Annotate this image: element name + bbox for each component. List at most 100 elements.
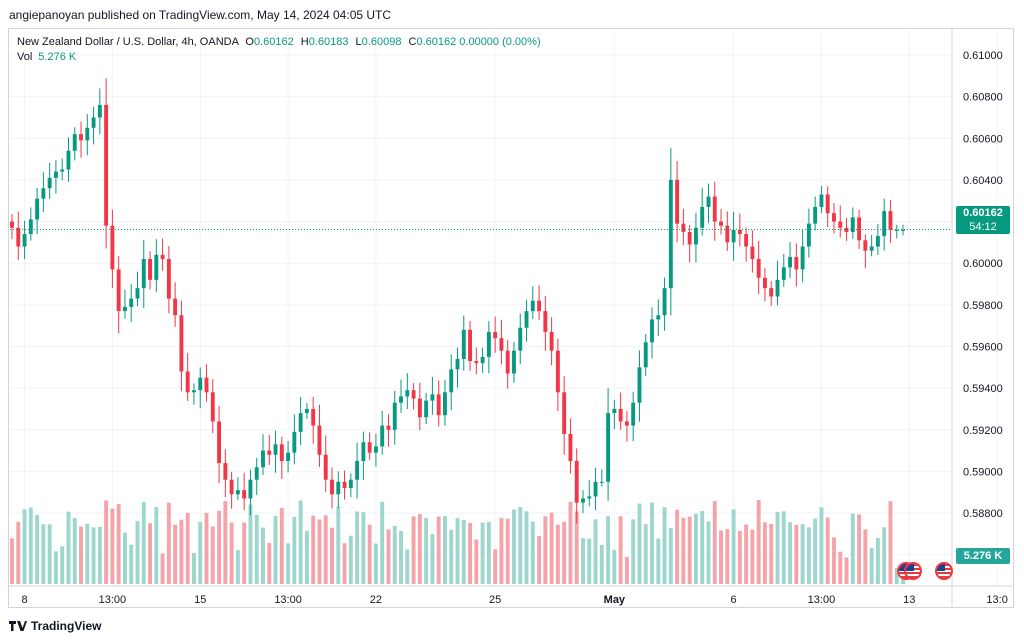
candle-body xyxy=(261,450,265,468)
volume-bar xyxy=(348,535,353,584)
volume-bar xyxy=(217,510,222,584)
volume-bar xyxy=(16,521,21,584)
volume-bar xyxy=(455,518,460,584)
volume-bar xyxy=(863,529,868,584)
volume-bar xyxy=(254,514,259,584)
candle-body xyxy=(229,479,234,495)
volume-bar xyxy=(530,521,535,584)
volume-bar xyxy=(173,524,178,584)
volume-bar xyxy=(637,503,642,584)
candle-body xyxy=(292,431,297,453)
chart-frame[interactable] xyxy=(8,28,1014,608)
candle-body xyxy=(832,213,836,222)
volume-bar xyxy=(750,529,755,584)
volume-bar xyxy=(838,551,843,584)
volume-bar xyxy=(882,527,887,584)
candle-body xyxy=(637,367,642,403)
volume-bar xyxy=(813,518,818,584)
volume-bar xyxy=(825,517,830,584)
volume-bar xyxy=(229,522,234,584)
candle-body xyxy=(668,179,673,289)
candle-body xyxy=(66,150,71,170)
volume-bar xyxy=(223,501,228,584)
volume-bar xyxy=(844,557,849,584)
volume-bar xyxy=(763,522,767,584)
candle-body xyxy=(210,392,215,422)
volume-bar xyxy=(888,501,893,584)
candle-body xyxy=(888,211,893,230)
candle-body xyxy=(116,269,121,312)
candle-body xyxy=(430,394,435,401)
candle-body xyxy=(298,413,303,432)
candle-body xyxy=(756,259,761,278)
candle-body xyxy=(28,219,33,235)
candle-body xyxy=(631,402,636,426)
us-flag-event-icon[interactable] xyxy=(935,562,953,580)
candle-body xyxy=(267,450,272,455)
volume-bar xyxy=(110,508,115,584)
volume-bar xyxy=(562,521,567,584)
y-tick-label: 0.59000 xyxy=(963,466,1003,478)
candle-body xyxy=(788,256,793,268)
volume-bar xyxy=(104,500,109,584)
volume-bar xyxy=(869,547,874,584)
y-tick-label: 0.59200 xyxy=(963,425,1003,437)
candle-body xyxy=(317,425,322,455)
volume-bar xyxy=(549,512,554,584)
time-axis: 8 13:00 15 13:00 22 25 May 6 13:00 13 13:0 xyxy=(8,585,1014,606)
candle-body xyxy=(624,421,629,426)
candle-body xyxy=(681,223,686,232)
candle-body xyxy=(367,442,372,453)
volume-bar xyxy=(424,518,429,584)
volume-bar xyxy=(499,518,504,584)
us-flag-event-icon[interactable] xyxy=(904,562,922,580)
x-tick-label: 15 xyxy=(194,594,206,606)
candle-body xyxy=(687,231,692,245)
candle-body xyxy=(863,240,868,251)
volume-bar xyxy=(794,524,799,584)
volume-bar xyxy=(781,511,786,584)
candle-body xyxy=(737,229,742,235)
candle-body xyxy=(700,206,705,228)
footer-brand-text: TradingView xyxy=(31,619,102,633)
candle-body xyxy=(424,400,429,418)
volume-bar xyxy=(148,523,152,584)
volume-bar xyxy=(286,543,291,584)
candle-body xyxy=(587,496,592,499)
candle-body xyxy=(618,408,623,422)
candle-body xyxy=(449,369,454,393)
candle-body xyxy=(662,288,667,316)
candle-body xyxy=(405,390,410,397)
candle-body xyxy=(198,377,203,391)
volume-bar xyxy=(737,530,742,584)
candle-body xyxy=(474,361,479,364)
candle-body xyxy=(825,194,830,214)
candle-body xyxy=(486,331,491,357)
volume-bar xyxy=(568,501,573,584)
x-tick-label: 13:0 xyxy=(986,594,1007,606)
last-price-tag: 0.60162 54:12 xyxy=(956,206,1010,234)
candle-body xyxy=(675,179,680,224)
candle-body xyxy=(543,311,548,332)
y-tick-label: 0.60000 xyxy=(963,258,1003,270)
volume-bar xyxy=(480,522,485,584)
candle-body xyxy=(41,188,46,199)
candle-body xyxy=(392,402,397,430)
volume-bar xyxy=(712,501,717,584)
candle-body xyxy=(505,350,510,374)
candle-body xyxy=(279,444,284,461)
volume-bar xyxy=(405,549,410,584)
volume-bar xyxy=(788,522,793,584)
volume-bar xyxy=(518,507,523,584)
candle-body xyxy=(72,134,77,151)
volume-bar xyxy=(857,514,862,584)
candle-body xyxy=(380,425,385,447)
candle-body xyxy=(838,221,843,228)
candle-body xyxy=(480,356,485,364)
candle-body xyxy=(10,221,14,228)
volume-bar xyxy=(719,530,723,584)
candle-body xyxy=(901,229,905,231)
candle-body xyxy=(399,396,403,403)
volume-bar xyxy=(819,507,824,584)
